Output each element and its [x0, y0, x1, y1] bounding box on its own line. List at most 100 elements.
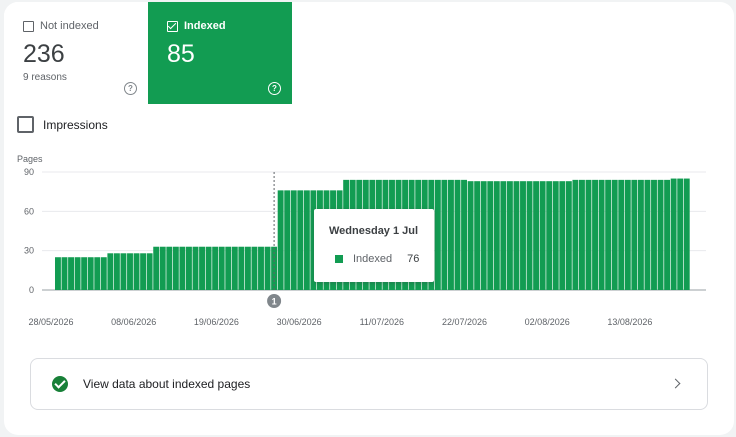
- impressions-label: Impressions: [43, 117, 108, 132]
- bar: [133, 253, 140, 290]
- checkbox-icon[interactable]: [23, 20, 34, 32]
- y-axis-label: Pages: [17, 154, 43, 164]
- bar: [284, 190, 291, 290]
- tooltip-value: 76: [407, 253, 420, 265]
- bar: [166, 246, 173, 290]
- bar: [487, 181, 494, 290]
- x-tick-label: 02/08/2026: [525, 317, 570, 327]
- bar: [559, 181, 566, 290]
- bar: [493, 181, 500, 290]
- help-icon[interactable]: ?: [268, 82, 281, 95]
- chevron-right-icon: [670, 378, 681, 389]
- bar: [258, 246, 264, 290]
- metric-not-indexed[interactable]: Not indexed 236 9 reasons ?: [4, 2, 148, 104]
- bar: [61, 257, 68, 290]
- bar: [585, 179, 592, 290]
- bar: [480, 181, 487, 290]
- bar: [113, 253, 120, 290]
- bar: [120, 253, 127, 290]
- bar: [448, 179, 454, 290]
- bar: [297, 190, 304, 290]
- view-indexed-pages-text: View data about indexed pages: [83, 377, 251, 391]
- metric-not-indexed-value: 236: [23, 40, 65, 68]
- bar: [513, 181, 520, 290]
- bar: [172, 246, 179, 290]
- bar: [81, 257, 88, 290]
- y-tick-label: 30: [24, 246, 34, 256]
- bar: [74, 257, 81, 290]
- bar: [212, 246, 219, 290]
- bar: [664, 179, 671, 290]
- bar: [611, 179, 618, 290]
- bar: [637, 179, 644, 290]
- bar: [677, 178, 684, 290]
- bar: [244, 246, 251, 290]
- bar: [303, 190, 310, 290]
- view-indexed-pages-link[interactable]: View data about indexed pages: [30, 358, 708, 410]
- x-tick-label: 19/06/2026: [194, 317, 239, 327]
- impressions-toggle[interactable]: Impressions: [17, 116, 108, 133]
- bar: [94, 257, 101, 290]
- x-tick-label: 08/06/2026: [111, 317, 156, 327]
- x-tick-label: 13/08/2026: [607, 317, 652, 327]
- bar: [68, 257, 74, 290]
- bar: [264, 246, 271, 290]
- bar: [251, 246, 258, 290]
- bar: [618, 179, 625, 290]
- bar: [651, 179, 657, 290]
- tooltip-series: Indexed: [353, 253, 393, 265]
- tooltip-row: Indexed 76: [335, 253, 419, 265]
- bar: [434, 179, 441, 290]
- bar: [87, 257, 94, 290]
- bar: [441, 179, 448, 290]
- bar: [277, 190, 284, 290]
- x-tick-label: 30/06/2026: [277, 317, 322, 327]
- annotation-marker: [267, 294, 282, 308]
- help-icon[interactable]: ?: [124, 82, 137, 95]
- metric-not-indexed-reasons: 9 reasons: [23, 72, 67, 83]
- bar: [218, 246, 225, 290]
- bar: [533, 181, 540, 290]
- bar: [605, 179, 612, 290]
- metric-indexed[interactable]: Indexed 85 ?: [148, 2, 292, 104]
- bar: [592, 179, 598, 290]
- y-tick-label: 0: [29, 285, 34, 295]
- bar: [467, 181, 474, 290]
- bar: [670, 178, 677, 290]
- metric-not-indexed-label-row: Not indexed: [23, 20, 99, 32]
- bar: [565, 181, 572, 290]
- bar: [454, 179, 461, 290]
- annotation-marker-label: 1: [272, 297, 277, 307]
- y-tick-label: 90: [24, 167, 34, 177]
- tooltip-date: Wednesday 1 Jul: [329, 225, 419, 237]
- bar: [657, 179, 664, 290]
- bar: [231, 246, 238, 290]
- index-coverage-card: Not indexed 236 9 reasons ? Indexed 85 ?…: [4, 2, 734, 435]
- metric-indexed-label: Indexed: [184, 20, 226, 32]
- impressions-checkbox[interactable]: [17, 116, 34, 133]
- bar: [683, 178, 690, 290]
- bar: [186, 246, 192, 290]
- bar: [506, 181, 513, 290]
- bar: [461, 179, 467, 290]
- bar: [127, 253, 133, 290]
- bar: [107, 253, 114, 290]
- bar: [225, 246, 232, 290]
- bar: [624, 179, 631, 290]
- x-tick-label: 28/05/2026: [28, 317, 73, 327]
- checkbox-checked-icon[interactable]: [167, 20, 178, 32]
- bar: [100, 257, 107, 290]
- chart-tooltip: Wednesday 1 Jul Indexed 76: [314, 209, 434, 282]
- bar: [55, 257, 61, 290]
- bar: [205, 246, 212, 290]
- bar: [598, 179, 605, 290]
- bar: [474, 181, 481, 290]
- bar: [238, 246, 245, 290]
- metric-indexed-value: 85: [167, 40, 195, 68]
- bar: [520, 181, 526, 290]
- bar: [159, 246, 166, 290]
- metric-indexed-label-row: Indexed: [167, 20, 226, 32]
- bar: [526, 181, 533, 290]
- bar: [290, 190, 297, 290]
- bar: [546, 181, 553, 290]
